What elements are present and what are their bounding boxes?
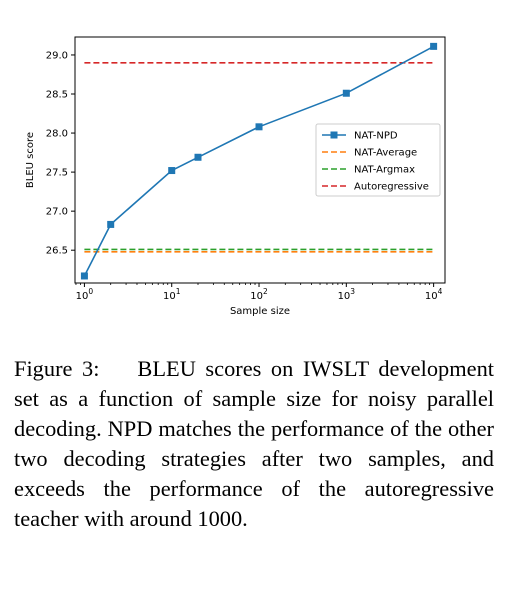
y-tick-label-2: 27.5 — [46, 168, 68, 179]
series-point-nat-npd-5 — [343, 90, 350, 97]
series-point-nat-npd-2 — [168, 167, 175, 174]
legend: NAT-NPD NAT-Average NAT-Argmax Autoregressi… — [316, 124, 440, 196]
legend-label-nat-argmax: NAT-Argmax — [354, 165, 415, 176]
y-tick-label-0: 26.5 — [46, 246, 68, 257]
legend-label-nat-average: NAT-Average — [354, 148, 417, 159]
x-axis-label: Sample size — [230, 306, 290, 317]
y-tick-label-5: 29.0 — [46, 50, 68, 61]
legend-marker-nat-npd — [331, 132, 338, 139]
y-tick-label-4: 28.5 — [46, 90, 68, 101]
legend-label-nat-npd: NAT-NPD — [354, 131, 398, 142]
x-tick-label-4: 104 — [425, 287, 443, 302]
y-tick-label-3: 28.0 — [46, 129, 68, 140]
series-point-nat-npd-3 — [195, 154, 202, 161]
series-point-nat-npd-4 — [256, 123, 263, 130]
y-axis-label: BLEU score — [25, 132, 36, 188]
series-point-nat-npd-6 — [430, 43, 437, 50]
x-tick-label-2: 102 — [250, 287, 268, 302]
x-tick-label-3: 103 — [338, 287, 356, 302]
caption-label: Figure 3: — [14, 356, 99, 381]
figure-caption: Figure 3: BLEU scores on IWSLT developmen… — [14, 354, 494, 534]
y-tick-label-1: 27.0 — [46, 207, 68, 218]
caption-text: BLEU scores on IWSLT development set as … — [14, 356, 494, 531]
x-tick-label-0: 100 — [76, 287, 94, 302]
series-point-nat-npd-1 — [107, 221, 114, 228]
legend-label-autoregressive: Autoregressive — [354, 182, 429, 193]
series-point-nat-npd-0 — [81, 272, 88, 279]
x-tick-label-1: 101 — [163, 287, 181, 302]
